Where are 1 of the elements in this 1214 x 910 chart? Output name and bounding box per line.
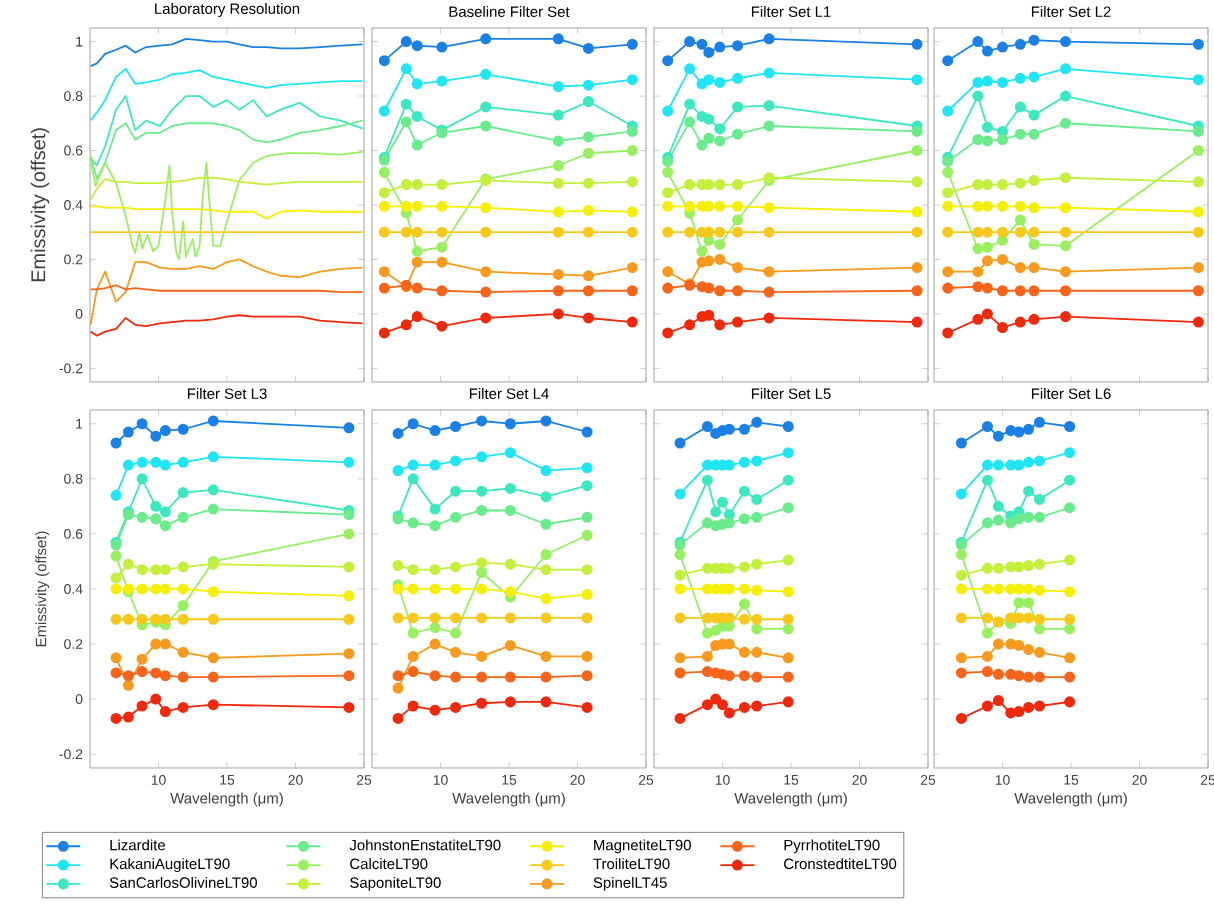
y-axis-title: Emissivity (offset) [30,128,50,282]
